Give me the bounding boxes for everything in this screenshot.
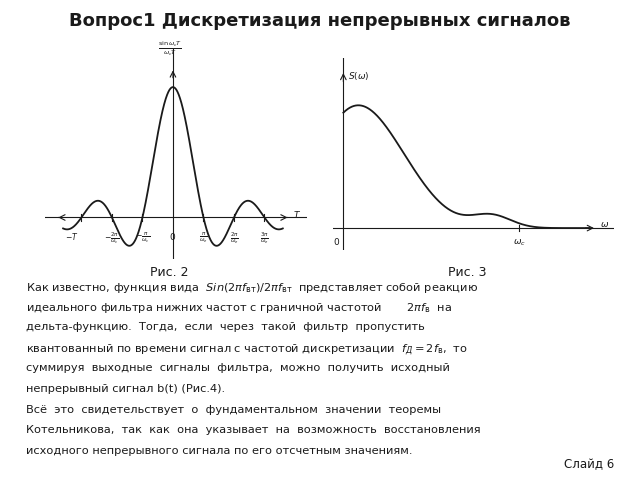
Text: $\frac{\pi}{\omega_e}$: $\frac{\pi}{\omega_e}$	[199, 230, 208, 245]
Text: идеального фильтра нижних частот с граничной частотой       $2\pi f_{\rm в}$  на: идеального фильтра нижних частот с грани…	[26, 301, 452, 315]
Text: непрерывный сигнал b(t) (Рис.4).: непрерывный сигнал b(t) (Рис.4).	[26, 384, 225, 394]
Text: $\omega$: $\omega$	[600, 220, 609, 229]
Text: Как известно, функция вида  $Sin(2\pi f_{\rm вт})/2\pi f_{\rm вт}$  представляет: Как известно, функция вида $Sin(2\pi f_{…	[26, 281, 477, 295]
Text: $0$: $0$	[333, 236, 340, 247]
Text: $\omega_c$: $\omega_c$	[513, 238, 526, 249]
Text: дельта-функцию.  Тогда,  если  через  такой  фильтр  пропустить: дельта-функцию. Тогда, если через такой …	[26, 322, 424, 332]
Text: Вопрос1 Дискретизация непрерывных сигналов: Вопрос1 Дискретизация непрерывных сигнал…	[69, 12, 571, 30]
Text: суммируя  выходные  сигналы  фильтра,  можно  получить  исходный: суммируя выходные сигналы фильтра, можно…	[26, 363, 449, 373]
Text: $T$: $T$	[294, 209, 301, 220]
Text: $\frac{\sin\omega_c T}{\omega_c T}$: $\frac{\sin\omega_c T}{\omega_c T}$	[158, 40, 182, 59]
Text: Слайд 6: Слайд 6	[564, 458, 614, 471]
Text: $-T$: $-T$	[65, 230, 79, 241]
Text: квантованный по времени сигнал с частотой дискретизации  $f_Д = 2f_{\rm в}$,  то: квантованный по времени сигнал с частото…	[26, 343, 467, 357]
Text: $0$: $0$	[170, 230, 177, 241]
Text: $-\frac{\pi}{\omega_c}$: $-\frac{\pi}{\omega_c}$	[135, 230, 150, 245]
Text: исходного непрерывного сигнала по его отсчетным значениям.: исходного непрерывного сигнала по его от…	[26, 446, 412, 456]
Text: $-\frac{2\pi}{\omega_c}$: $-\frac{2\pi}{\omega_c}$	[104, 230, 120, 246]
Text: Котельникова,  так  как  она  указывает  на  возможность  восстановления: Котельникова, так как она указывает на в…	[26, 425, 480, 435]
Text: $\frac{3\pi}{\omega_e}$: $\frac{3\pi}{\omega_e}$	[260, 230, 269, 246]
Text: Рис. 2: Рис. 2	[150, 266, 189, 279]
Text: $\frac{2\pi}{\omega_e}$: $\frac{2\pi}{\omega_e}$	[230, 230, 239, 246]
Text: Всё  это  свидетельствует  о  фундаментальном  значении  теоремы: Всё это свидетельствует о фундаментально…	[26, 405, 441, 415]
Text: Рис. 3: Рис. 3	[448, 266, 486, 279]
Text: $S(\omega)$: $S(\omega)$	[348, 70, 370, 82]
